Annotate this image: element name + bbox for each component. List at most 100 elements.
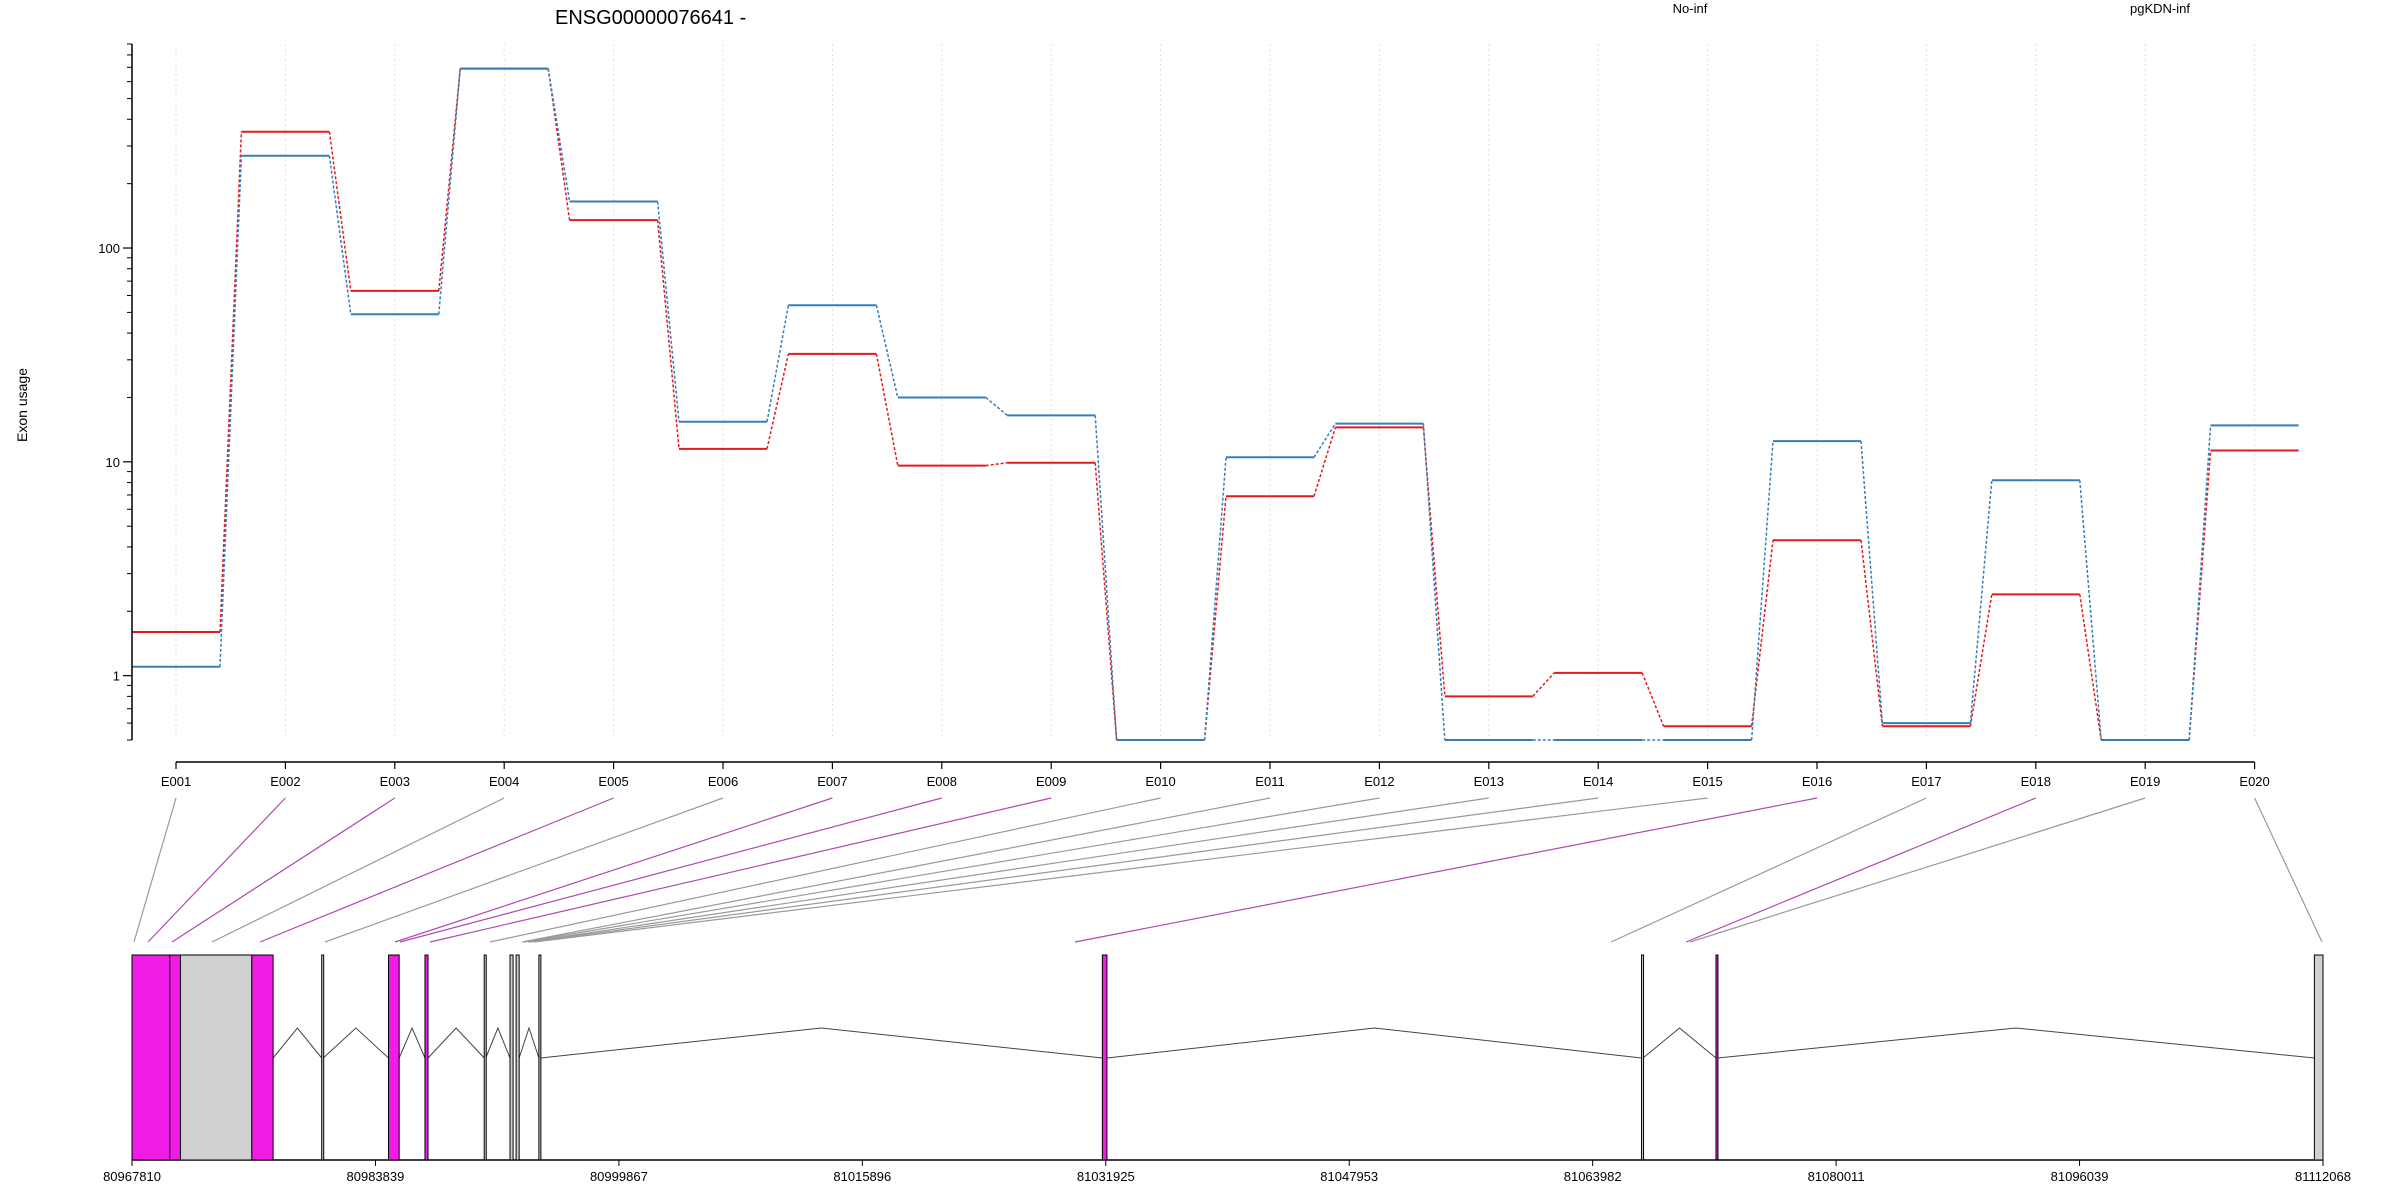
axes: 1 10 100 E001 E002 E003 E004 E005 E006 E007 E008 E0… [98, 43, 2270, 789]
link-pgkdn-inf [1203, 457, 1227, 741]
x-tick-label-e006: E006 [708, 774, 738, 789]
link-no-inf [1750, 540, 1774, 727]
genomic-tick-label: 81080011 [1808, 1169, 1865, 1184]
y-tick-label: 1 [113, 669, 120, 684]
intron-line [427, 1027, 485, 1059]
link-pgkdn-inf [328, 155, 352, 315]
connector-e018 [1685, 797, 2037, 943]
genomic-tick-label: 81063982 [1564, 1169, 1622, 1184]
link-no-inf [875, 353, 899, 466]
intron-line [1717, 1027, 2315, 1059]
exon-box [131, 954, 171, 1161]
exon-box [538, 954, 542, 1161]
intron-line [322, 1027, 389, 1059]
connector-e004 [211, 797, 505, 943]
legend-entry-pgkdn-inf: pgKDN-inf [2130, 1, 2190, 16]
genomic-tick-label: 81015896 [833, 1169, 891, 1184]
link-pgkdn-inf [547, 68, 571, 202]
connector-e012 [523, 797, 1380, 943]
link-pgkdn-inf [2079, 480, 2102, 741]
link-no-inf [656, 220, 680, 449]
x-tick-label-e016: E016 [1802, 774, 1832, 789]
exon-connector-lines [133, 797, 2323, 943]
genomic-tick-label: 80983839 [347, 1169, 405, 1184]
genomic-tick-label: 81112068 [2295, 1169, 2351, 1184]
exon-box [251, 954, 274, 1161]
link-pgkdn-inf [1969, 480, 1993, 724]
link-pgkdn-inf [2188, 425, 2212, 741]
x-tick-label-e004: E004 [489, 774, 519, 789]
exon-box [483, 954, 487, 1161]
chart-title: ENSG00000076641 - [555, 7, 746, 29]
connector-e003 [171, 797, 396, 943]
x-tick-label-e013: E013 [1474, 774, 1504, 789]
link-no-inf [766, 353, 790, 450]
connector-e010 [489, 797, 1161, 943]
connector-e017 [1610, 797, 1927, 943]
link-no-inf [985, 462, 1008, 467]
vertical-grid [175, 44, 2256, 740]
link-no-inf [1422, 427, 1446, 697]
legend: No-inf pgKDN-inf [1673, 1, 2191, 16]
x-tick-label-e017: E017 [1911, 774, 1941, 789]
connector-e020 [2254, 797, 2323, 943]
y-tick-label: 100 [98, 241, 120, 256]
x-tick-label-e018: E018 [2021, 774, 2051, 789]
x-tick-label-e011: E011 [1255, 774, 1284, 789]
connector-e015 [533, 797, 1708, 943]
gene-model: 80967810 80983839 80999867 81015896 81031925… [103, 954, 2351, 1184]
intron-line [518, 1026, 540, 1059]
genomic-tick-label: 81096039 [2051, 1169, 2109, 1184]
link-pgkdn-inf [1860, 441, 1884, 724]
intron-line [1642, 1027, 1717, 1059]
link-no-inf [2188, 450, 2212, 741]
link-no-inf [438, 68, 461, 291]
connector-e001 [133, 797, 177, 943]
x-tick-label-e014: E014 [1583, 774, 1613, 789]
exon-box [1715, 954, 1719, 1161]
exon-box [388, 954, 400, 1161]
intron-line [540, 1027, 1103, 1059]
x-tick-label-e012: E012 [1364, 774, 1394, 789]
exon-box [1101, 954, 1108, 1161]
x-tick-label-e020: E020 [2239, 774, 2269, 789]
link-no-inf [1532, 672, 1555, 697]
x-tick-label-e015: E015 [1692, 774, 1722, 789]
connector-e009 [429, 797, 1052, 943]
connector-e008 [399, 797, 942, 943]
x-tick-label-e005: E005 [598, 774, 628, 789]
link-no-inf [1641, 672, 1665, 727]
link-no-inf [219, 131, 243, 633]
link-no-inf [2079, 594, 2102, 741]
exon-box [179, 954, 253, 1161]
x-tick-label-e001: E001 [161, 774, 191, 789]
exon-box [509, 954, 514, 1161]
exon-box [2313, 954, 2324, 1161]
y-tick-label: 10 [106, 455, 120, 470]
exon-box [424, 954, 429, 1161]
x-tick-label-e019: E019 [2130, 774, 2160, 789]
intron-line [398, 1026, 426, 1059]
series-pgkdn-inf [132, 67, 2299, 741]
intron-line [485, 1026, 511, 1059]
link-pgkdn-inf [1422, 423, 1446, 741]
legend-entry-no-inf: No-inf [1673, 1, 1708, 16]
link-no-inf [1313, 427, 1337, 497]
connector-e002 [147, 797, 286, 943]
connector-e019 [1689, 797, 2146, 943]
x-tick-label-e010: E010 [1145, 774, 1175, 789]
link-no-inf [1094, 462, 1118, 741]
x-tick-label-e003: E003 [380, 774, 410, 789]
exon-box [169, 954, 181, 1161]
link-no-inf [1860, 540, 1884, 727]
link-pgkdn-inf [656, 201, 680, 422]
exon-box [1641, 954, 1645, 1161]
link-pgkdn-inf [985, 396, 1008, 416]
x-tick-label-e002: E002 [270, 774, 300, 789]
y-axis-label: Exon usage [14, 368, 30, 442]
connector-e013 [527, 797, 1489, 943]
exon-box [321, 954, 325, 1161]
link-pgkdn-inf [438, 68, 461, 315]
link-no-inf [328, 131, 352, 292]
